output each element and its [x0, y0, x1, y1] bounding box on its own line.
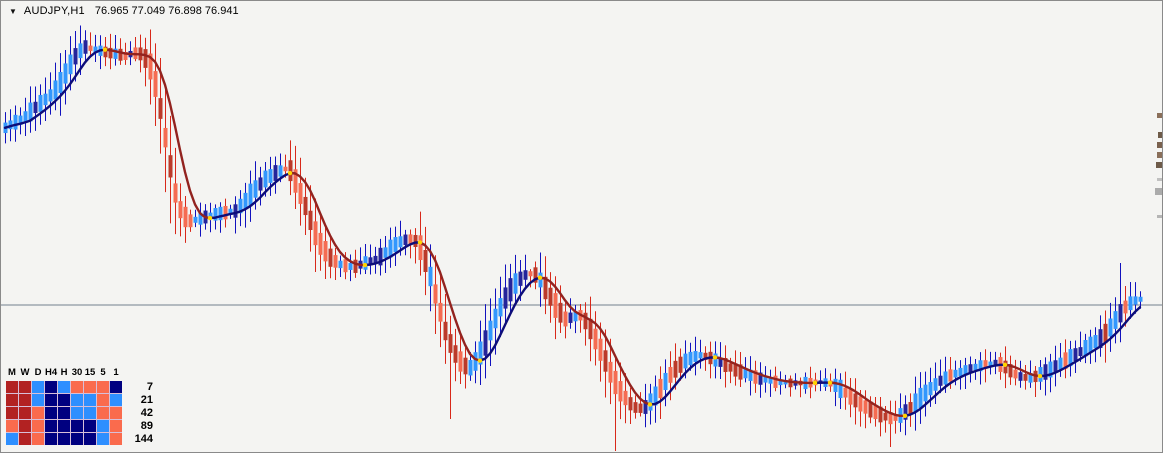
heatmap-cell-d-89	[32, 420, 44, 432]
heatmap-cell-h4-42	[45, 407, 57, 419]
heatmap-cell-5-144	[97, 433, 109, 445]
edge-fragment-0	[1157, 113, 1162, 118]
edge-fragment-3	[1157, 152, 1162, 158]
heatmap-cell-15-7	[84, 381, 96, 393]
heatmap-column-headers: M W D H4 H 30 15 5 1	[6, 367, 122, 378]
heatmap-cell-1-42	[110, 407, 122, 419]
heatmap-cell-1-7	[110, 381, 122, 393]
heatmap-cell-w-42	[19, 407, 31, 419]
heatmap-cell-30-144	[71, 433, 83, 445]
multi-timeframe-heatmap-panel: M W D H4 H 30 15 5 1 7 21 42 89 144	[6, 367, 153, 445]
heatmap-row-label-7: 7	[146, 381, 153, 393]
heatmap-header-m: M	[8, 367, 16, 378]
edge-fragment-4	[1156, 162, 1162, 168]
heatmap-row-label-89: 89	[140, 420, 153, 432]
heatmap-row-labels: 7 21 42 89 144	[125, 381, 153, 446]
heatmap-header-15: 15	[84, 367, 96, 378]
heatmap-cell-w-89	[19, 420, 31, 432]
heatmap-cell-h-7	[58, 381, 70, 393]
edge-fragment-7	[1157, 215, 1162, 218]
heatmap-cell-h-42	[58, 407, 70, 419]
heatmap-cell-w-7	[19, 381, 31, 393]
heatmap-cell-m-42	[6, 407, 18, 419]
heatmap-cell-30-42	[71, 407, 83, 419]
heatmap-header-d: D	[34, 367, 42, 378]
heatmap-grid	[6, 381, 122, 445]
heatmap-cell-d-21	[32, 394, 44, 406]
heatmap-cell-m-7	[6, 381, 18, 393]
edge-fragment-5	[1157, 178, 1162, 181]
heatmap-cell-h4-89	[45, 420, 57, 432]
heatmap-cell-h4-144	[45, 433, 57, 445]
heatmap-cell-30-7	[71, 381, 83, 393]
heatmap-cell-1-89	[110, 420, 122, 432]
heatmap-header-w: W	[20, 367, 30, 378]
ohlc-values: 76.965 77.049 76.898 76.941	[94, 5, 239, 17]
candles	[3, 25, 1143, 451]
edge-fragment-6	[1155, 188, 1162, 195]
edge-fragment-1	[1158, 132, 1162, 138]
heatmap-cell-d-7	[32, 381, 44, 393]
heatmap-cell-m-89	[6, 420, 18, 432]
symbol-dropdown-icon: ▼	[9, 6, 17, 16]
edge-fragment-2	[1157, 142, 1162, 148]
heatmap-cell-15-21	[84, 394, 96, 406]
heatmap-header-5: 5	[100, 367, 106, 378]
heatmap-header-1: 1	[113, 367, 119, 378]
heatmap-cell-1-21	[110, 394, 122, 406]
heatmap-header-h: H	[60, 367, 68, 378]
heatmap-row-label-144: 144	[134, 433, 153, 445]
heatmap-cell-h-21	[58, 394, 70, 406]
trend-change-dots	[102, 47, 1043, 418]
heatmap-cell-5-21	[97, 394, 109, 406]
heatmap-cell-15-89	[84, 420, 96, 432]
heatmap-row-label-42: 42	[140, 407, 153, 419]
symbol-timeframe-label: AUDJPY,H1	[23, 5, 85, 17]
heatmap-header-30: 30	[71, 367, 83, 378]
chart-title: ▼ AUDJPY,H1 76.965 77.049 76.898 76.941	[9, 5, 239, 17]
heatmap-cell-h4-21	[45, 394, 57, 406]
heatmap-cell-m-144	[6, 433, 18, 445]
heatmap-cell-h-89	[58, 420, 70, 432]
heatmap-cell-15-42	[84, 407, 96, 419]
heatmap-cell-30-21	[71, 394, 83, 406]
heatmap-cell-h-144	[58, 433, 70, 445]
heatmap-cell-15-144	[84, 433, 96, 445]
heatmap-cell-w-144	[19, 433, 31, 445]
heatmap-cell-30-89	[71, 420, 83, 432]
heatmap-cell-5-89	[97, 420, 109, 432]
heatmap-row-label-21: 21	[140, 394, 153, 406]
heatmap-cell-5-7	[97, 381, 109, 393]
heatmap-cell-d-144	[32, 433, 44, 445]
heatmap-cell-w-21	[19, 394, 31, 406]
heatmap-cell-h4-7	[45, 381, 57, 393]
moving-average-line	[3, 48, 1142, 417]
heatmap-cell-d-42	[32, 407, 44, 419]
heatmap-cell-1-144	[110, 433, 122, 445]
heatmap-header-h4: H4	[45, 367, 58, 378]
heatmap-cell-m-21	[6, 394, 18, 406]
heatmap-cell-5-42	[97, 407, 109, 419]
